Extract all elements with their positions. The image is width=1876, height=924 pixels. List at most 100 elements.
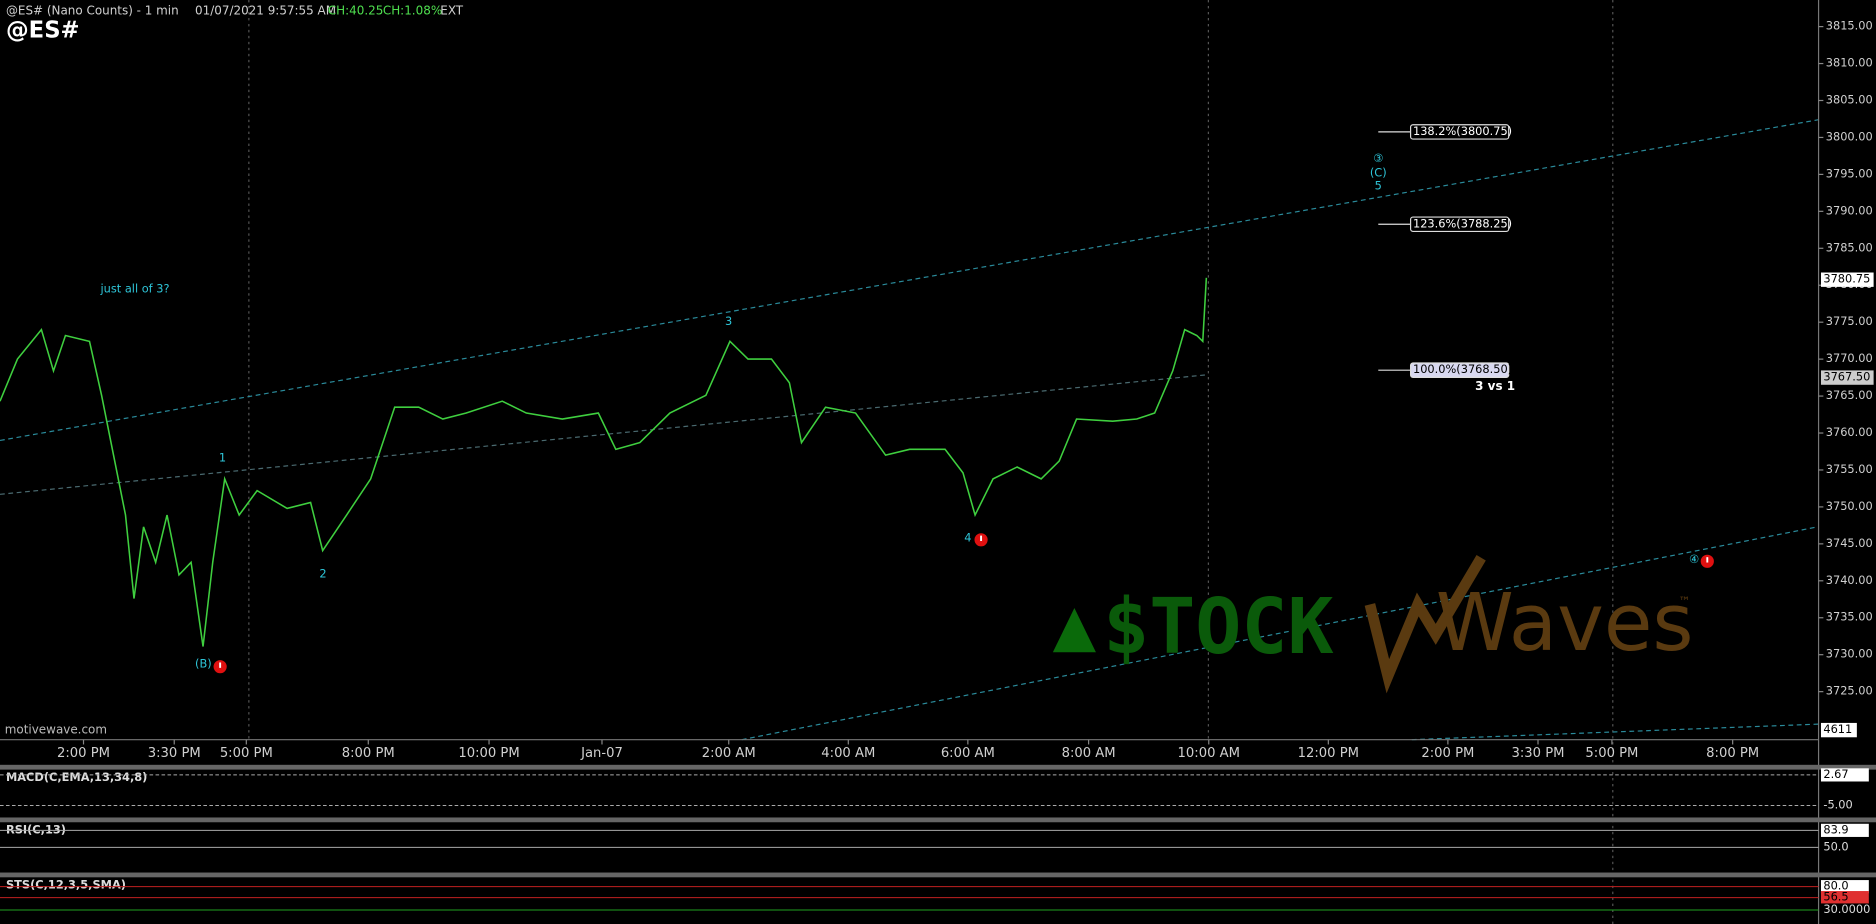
ticker: @ES# bbox=[6, 18, 80, 44]
indicator-tag-box bbox=[1820, 768, 1869, 782]
indicator-tick-label: 56.5 bbox=[1823, 890, 1848, 904]
wave-label: ③ bbox=[1373, 151, 1383, 165]
y-tick-label: 3760.00 bbox=[1826, 425, 1873, 439]
x-tick-label: 12:00 PM bbox=[1298, 746, 1359, 761]
panel-separator bbox=[0, 817, 1876, 823]
price-tag: 3780.75 bbox=[1823, 272, 1870, 286]
y-tick-label: 3815.00 bbox=[1826, 19, 1873, 33]
y-tick-label: 3795.00 bbox=[1826, 166, 1873, 180]
datetime: 01/07/2021 9:57:55 AM bbox=[195, 3, 336, 17]
x-tick-label: 3:30 PM bbox=[148, 746, 201, 761]
y-tick-label: 3765.00 bbox=[1826, 388, 1873, 402]
y-tick-label: 3785.00 bbox=[1826, 240, 1873, 254]
x-tick-label: 5:00 PM bbox=[220, 746, 273, 761]
y-tick-label: 3730.00 bbox=[1826, 647, 1873, 661]
site: motivewave.com bbox=[5, 723, 107, 737]
x-tick-label: 8:00 AM bbox=[1062, 746, 1116, 761]
wave-label: ④ bbox=[1689, 552, 1699, 566]
logo-right: Waves bbox=[1436, 577, 1694, 669]
x-tick-label: 6:00 AM bbox=[941, 746, 995, 761]
x-tick-label: 3:30 PM bbox=[1512, 746, 1565, 761]
channel-line bbox=[0, 119, 1819, 442]
x-tick-label: 4:00 AM bbox=[821, 746, 875, 761]
x-tick-label: 10:00 PM bbox=[458, 746, 519, 761]
alert-mark bbox=[219, 662, 222, 668]
x-tick-label: 10:00 AM bbox=[1178, 746, 1240, 761]
wave-label: 5 bbox=[1375, 179, 1382, 193]
y-tick-label: 3725.00 bbox=[1826, 684, 1873, 698]
change-pct: CH:1.08% bbox=[383, 3, 442, 17]
fib-label: 123.6%(3788.25) bbox=[1413, 216, 1512, 230]
indicator-tick-label: 30.0000 bbox=[1823, 902, 1870, 916]
indicator-tick-label: 80.0 bbox=[1823, 879, 1848, 893]
x-tick-label: Jan-07 bbox=[580, 746, 623, 761]
indicator-tick-label: 2.67 bbox=[1823, 767, 1848, 781]
indicator-tag-box bbox=[1820, 840, 1869, 854]
y-tick-label: 3810.00 bbox=[1826, 56, 1873, 70]
logo-left: $TOCK bbox=[1103, 583, 1333, 672]
x-tick-label: 2:00 PM bbox=[1421, 746, 1474, 761]
symbol: @ES# (Nano Counts) - 1 min bbox=[6, 3, 179, 17]
fib-box bbox=[1409, 124, 1510, 140]
logo-arrow bbox=[1052, 608, 1096, 653]
indicator-tick-label: -5.00 bbox=[1823, 798, 1852, 812]
session: EXT bbox=[440, 3, 464, 17]
wave-label: 2 bbox=[319, 567, 326, 581]
y-tick-label: 3800.00 bbox=[1826, 129, 1873, 143]
change: CH:40.25 bbox=[328, 3, 384, 17]
channel-line bbox=[0, 374, 1209, 495]
wave-label: just all of 3? bbox=[100, 282, 170, 296]
y-tick-label: 3805.00 bbox=[1826, 92, 1873, 106]
wave-label: 3 vs 1 bbox=[1475, 379, 1515, 393]
x-tick-label: 8:00 PM bbox=[342, 746, 395, 761]
wave-label: 3 bbox=[725, 314, 732, 328]
indicator-tag-box bbox=[1820, 823, 1869, 837]
volume-tag: 4611 bbox=[1823, 722, 1852, 736]
alert-mark bbox=[980, 535, 983, 541]
price-tag-box bbox=[1820, 272, 1874, 287]
price-tag: 3767.50 bbox=[1823, 370, 1870, 384]
y-tick-label: 3750.00 bbox=[1826, 499, 1873, 513]
fib-label: 138.2%(3800.75) bbox=[1413, 124, 1512, 138]
indicator-name: RSI(C,13) bbox=[6, 823, 66, 837]
volume-tag-box bbox=[1820, 722, 1857, 738]
wave-label: (B) bbox=[195, 656, 212, 670]
panel-separator bbox=[0, 872, 1876, 878]
y-tick-label: 3790.00 bbox=[1826, 203, 1873, 217]
indicator-tick-label: 83.9 bbox=[1823, 822, 1848, 836]
channel-line bbox=[1411, 723, 1819, 741]
logo-tm: ™ bbox=[1679, 595, 1691, 609]
indicator-tag-box bbox=[1820, 798, 1869, 813]
y-tick-label: 3740.00 bbox=[1826, 573, 1873, 587]
x-tick-label: 2:00 AM bbox=[702, 746, 756, 761]
y-tick-label: 3770.00 bbox=[1826, 351, 1873, 365]
fib-box bbox=[1409, 216, 1510, 233]
wave-label: 1 bbox=[219, 450, 226, 464]
indicator-tag-box bbox=[1820, 880, 1869, 894]
fib-label: 100.0%(3768.50) bbox=[1413, 362, 1512, 376]
indicator-tag-box bbox=[1820, 891, 1869, 905]
indicator-name: MACD(C,EMA,13,34,8) bbox=[6, 770, 147, 784]
fib-box bbox=[1409, 362, 1510, 378]
panel-separator bbox=[0, 764, 1876, 770]
logo-swoosh bbox=[1364, 555, 1486, 694]
alert-mark bbox=[1706, 557, 1709, 563]
x-tick-label: 8:00 PM bbox=[1706, 746, 1759, 761]
x-tick-label: 5:00 PM bbox=[1585, 746, 1638, 761]
wave-label: 4 bbox=[964, 531, 971, 545]
indicator-tick-label: 50.0 bbox=[1823, 839, 1848, 853]
y-tick-label: 3755.00 bbox=[1826, 462, 1873, 476]
price-line bbox=[0, 277, 1208, 647]
x-tick-label: 2:00 PM bbox=[57, 746, 110, 761]
channel-line bbox=[741, 526, 1819, 741]
indicator-name: STS(C,12,3,5,SMA) bbox=[6, 878, 126, 892]
indicator-tag-box bbox=[1820, 903, 1869, 917]
wave-label: (C) bbox=[1370, 166, 1387, 180]
y-tick-label: 3775.00 bbox=[1826, 314, 1873, 328]
price-tag-box bbox=[1820, 370, 1874, 385]
y-tick-label: 3735.00 bbox=[1826, 610, 1873, 624]
y-tick-label: 3745.00 bbox=[1826, 536, 1873, 550]
